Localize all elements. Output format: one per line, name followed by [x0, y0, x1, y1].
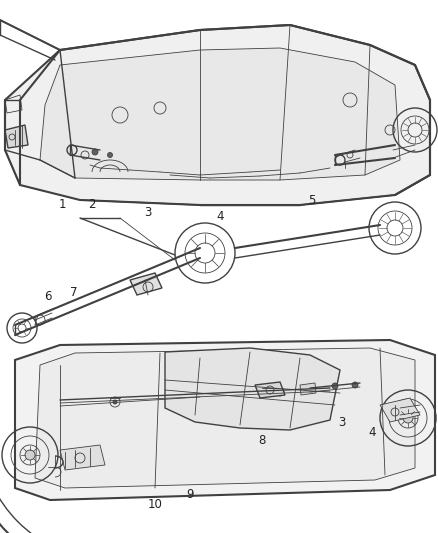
Polygon shape — [40, 48, 400, 180]
Circle shape — [113, 400, 117, 404]
Polygon shape — [5, 25, 430, 205]
Text: 8: 8 — [258, 433, 266, 447]
Polygon shape — [165, 348, 340, 430]
Polygon shape — [60, 445, 105, 470]
Circle shape — [25, 450, 35, 460]
Circle shape — [92, 149, 98, 155]
Circle shape — [352, 382, 358, 388]
Text: 5: 5 — [308, 193, 316, 206]
Polygon shape — [300, 383, 316, 395]
Polygon shape — [15, 340, 435, 500]
Text: 10: 10 — [148, 497, 162, 511]
Text: 6: 6 — [44, 290, 52, 303]
Polygon shape — [130, 273, 162, 295]
Text: 1: 1 — [58, 198, 66, 212]
Text: 3: 3 — [144, 206, 152, 219]
Text: 9: 9 — [186, 488, 194, 500]
Circle shape — [107, 152, 113, 157]
Circle shape — [403, 413, 413, 423]
Polygon shape — [5, 125, 28, 148]
Polygon shape — [35, 348, 415, 488]
Text: 4: 4 — [216, 211, 224, 223]
Text: 2: 2 — [88, 198, 96, 212]
Circle shape — [332, 383, 338, 389]
Text: 7: 7 — [70, 287, 78, 300]
Circle shape — [278, 390, 282, 394]
Polygon shape — [255, 382, 285, 398]
Text: 3: 3 — [338, 416, 346, 429]
Polygon shape — [380, 398, 420, 422]
Text: 4: 4 — [368, 425, 376, 439]
